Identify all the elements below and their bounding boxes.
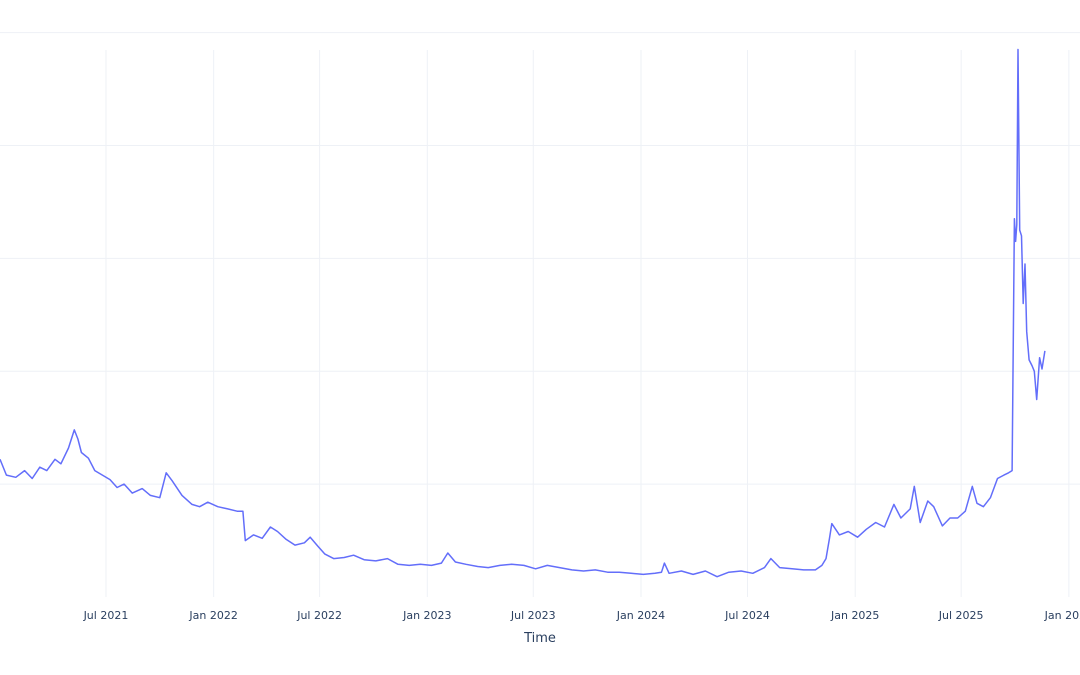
x-tick-label: Jan 2025 xyxy=(830,609,879,622)
x-tick-label: Jan 2026 xyxy=(1044,609,1080,622)
y-gridlines xyxy=(0,32,1080,485)
x-axis-title: Time xyxy=(523,631,556,646)
x-tick-label: Jul 2023 xyxy=(510,609,556,622)
series-line-0 xyxy=(0,48,1046,578)
x-tick-label: Jul 2024 xyxy=(724,609,770,622)
x-tick-label: Jul 2025 xyxy=(938,609,984,622)
x-tick-label: Jan 2022 xyxy=(188,609,237,622)
x-tick-label: Jan 2023 xyxy=(402,609,451,622)
x-tick-labels: Jul 2021 Jan 2022 Jul 2022 Jan 2023 Jul 2023… xyxy=(83,609,1080,622)
x-gridlines xyxy=(105,50,1070,597)
series-group xyxy=(0,48,1046,578)
x-tick-label: Jul 2022 xyxy=(296,609,342,622)
x-tick-label: Jan 2024 xyxy=(616,609,665,622)
x-tick-label: Jul 2021 xyxy=(83,609,129,622)
